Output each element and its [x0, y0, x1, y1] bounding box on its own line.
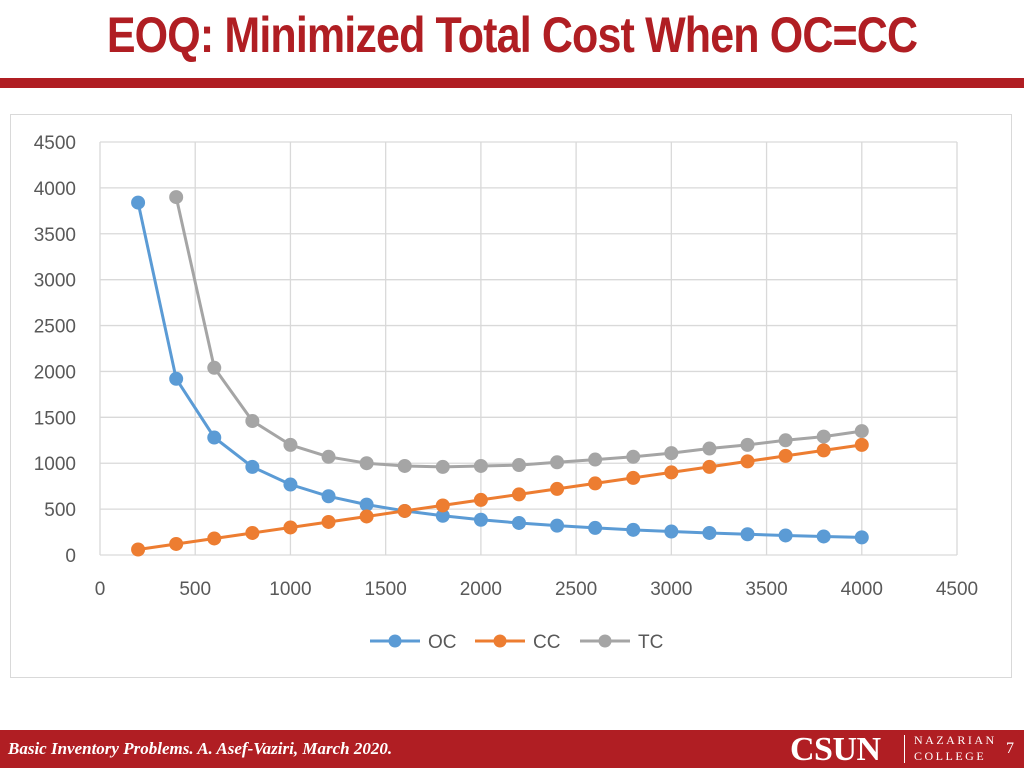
point-cc-400 — [169, 536, 184, 551]
line-chart: 0 500 1000 1500 2000 2500 3000 3500 4000 4500 0 500… — [34, 133, 978, 653]
point-tc-3200 — [702, 441, 717, 456]
point-cc-1000 — [283, 520, 298, 535]
point-tc-2000 — [473, 458, 488, 473]
logo-wordmark: CSUN — [790, 731, 881, 768]
point-cc-800 — [245, 525, 260, 540]
point-oc-800 — [245, 459, 260, 474]
y-tick-label-2000: 2000 — [34, 362, 76, 383]
point-oc-4000 — [854, 530, 869, 545]
point-cc-4000 — [854, 437, 869, 452]
x-tick-label-4000: 4000 — [841, 579, 883, 600]
footer-citation: Basic Inventory Problems. A. Asef-Vaziri… — [8, 739, 393, 758]
point-oc-2800 — [626, 522, 641, 537]
point-cc-2200 — [511, 487, 526, 502]
point-oc-3800 — [816, 529, 831, 544]
x-tick-label-1500: 1500 — [365, 579, 407, 600]
logo-divider — [904, 735, 905, 763]
legend-label-oc: OC — [428, 632, 457, 653]
y-tick-label-3000: 3000 — [34, 271, 76, 292]
slide-title: EOQ: Minimized Total Cost When OC=CC — [106, 7, 918, 63]
y-tick-label-1000: 1000 — [34, 454, 76, 475]
y-tick-label-2500: 2500 — [34, 317, 76, 338]
chart-frame — [10, 114, 1012, 678]
point-tc-1200 — [321, 449, 336, 464]
point-cc-3400 — [740, 454, 755, 469]
point-oc-400 — [169, 371, 184, 386]
point-tc-2600 — [588, 452, 603, 467]
point-oc-3000 — [664, 524, 679, 539]
point-tc-2200 — [511, 458, 526, 473]
point-cc-2600 — [588, 476, 603, 491]
point-tc-3400 — [740, 437, 755, 452]
point-oc-2200 — [511, 515, 526, 530]
point-tc-4000 — [854, 424, 869, 439]
x-tick-label-3000: 3000 — [650, 579, 692, 600]
point-cc-3600 — [778, 448, 793, 463]
logo-line-1: NAZARIAN — [914, 733, 997, 747]
point-cc-600 — [207, 531, 222, 546]
point-cc-2400 — [550, 481, 565, 496]
x-tick-label-2000: 2000 — [460, 579, 502, 600]
page-number: 7 — [1006, 740, 1014, 757]
point-oc-2000 — [473, 512, 488, 527]
y-tick-label-4000: 4000 — [34, 179, 76, 200]
point-oc-200 — [131, 195, 146, 210]
point-oc-2400 — [550, 518, 565, 533]
point-cc-3800 — [816, 443, 831, 458]
point-oc-1200 — [321, 489, 336, 504]
point-cc-1800 — [435, 498, 450, 513]
y-tick-label-500: 500 — [44, 500, 76, 521]
x-tick-label-4500: 4500 — [936, 579, 978, 600]
title-rule — [0, 78, 1024, 88]
point-tc-400 — [169, 190, 184, 205]
footer-bar: Basic Inventory Problems. A. Asef-Vaziri… — [0, 730, 1024, 768]
point-cc-1600 — [397, 503, 412, 518]
point-cc-3000 — [664, 465, 679, 480]
point-oc-3200 — [702, 525, 717, 540]
point-oc-600 — [207, 430, 222, 445]
point-tc-800 — [245, 414, 260, 429]
x-tick-label-2500: 2500 — [555, 579, 597, 600]
x-tick-label-0: 0 — [95, 579, 106, 600]
point-tc-1400 — [359, 456, 374, 471]
x-tick-label-3500: 3500 — [745, 579, 787, 600]
point-oc-3600 — [778, 528, 793, 543]
legend-label-cc: CC — [533, 632, 560, 653]
y-tick-label-4500: 4500 — [34, 133, 76, 154]
point-tc-3800 — [816, 429, 831, 444]
point-tc-1600 — [397, 458, 412, 473]
x-tick-label-1000: 1000 — [269, 579, 311, 600]
point-cc-200 — [131, 542, 146, 557]
point-oc-1000 — [283, 477, 298, 492]
point-cc-2000 — [473, 492, 488, 507]
y-tick-label-0: 0 — [65, 546, 76, 567]
point-oc-3400 — [740, 527, 755, 542]
point-cc-2800 — [626, 470, 641, 485]
point-cc-1200 — [321, 514, 336, 529]
legend-marker-cc — [493, 634, 507, 648]
point-oc-1400 — [359, 497, 374, 512]
point-cc-3200 — [702, 459, 717, 474]
y-tick-label-3500: 3500 — [34, 225, 76, 246]
point-oc-2600 — [588, 520, 603, 535]
point-tc-600 — [207, 360, 222, 375]
legend-label-tc: TC — [638, 632, 663, 653]
legend-marker-tc — [598, 634, 612, 648]
point-cc-1400 — [359, 509, 374, 524]
y-tick-label-1500: 1500 — [34, 408, 76, 429]
series-line-tc — [174, 196, 863, 469]
series-line-oc — [136, 202, 862, 539]
point-tc-1000 — [283, 437, 298, 452]
csun-logo: CSUN NAZARIAN COLLEGE — [786, 730, 994, 768]
legend-marker-oc — [388, 634, 402, 648]
point-tc-2400 — [550, 455, 565, 470]
point-tc-3600 — [778, 433, 793, 448]
point-tc-2800 — [626, 449, 641, 464]
logo-line-2: COLLEGE — [914, 749, 987, 763]
x-tick-label-500: 500 — [179, 579, 211, 600]
point-tc-1800 — [435, 459, 450, 474]
point-tc-3000 — [664, 446, 679, 461]
